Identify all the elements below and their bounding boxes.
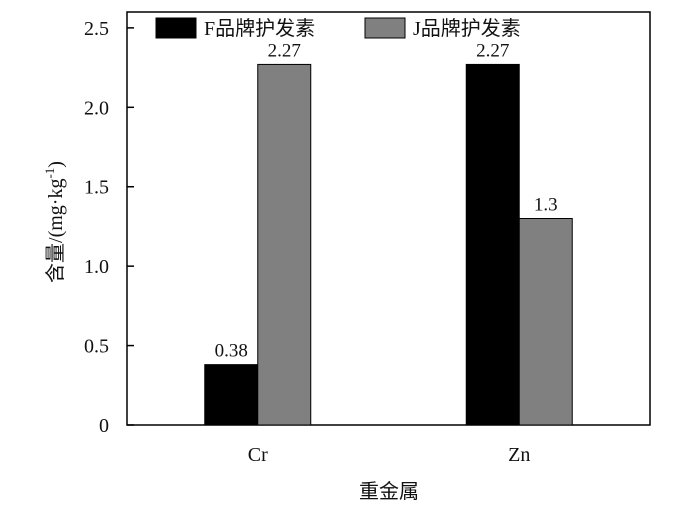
y-tick-label: 0 bbox=[99, 415, 109, 437]
legend-label: F品牌护发素 bbox=[204, 17, 315, 40]
y-tick-label: 1.0 bbox=[84, 256, 109, 278]
x-axis-title: 重金属 bbox=[359, 480, 419, 503]
bar bbox=[465, 63, 520, 426]
y-tick-label: 0.5 bbox=[84, 336, 109, 358]
x-category-label: Zn bbox=[508, 444, 530, 466]
legend-swatch bbox=[364, 17, 406, 39]
y-axis-title-suffix: ) bbox=[45, 161, 67, 168]
bar bbox=[518, 218, 573, 426]
y-axis-title: 含量/(mg·kg-1) bbox=[42, 161, 67, 283]
plot-frame bbox=[126, 11, 651, 426]
bar bbox=[204, 364, 259, 426]
x-category-label: Cr bbox=[248, 444, 268, 466]
bar-data-label: 2.27 bbox=[476, 40, 509, 61]
y-tick-label: 2.0 bbox=[84, 97, 109, 119]
y-tick-label: 2.5 bbox=[84, 18, 109, 40]
y-tick-label: 1.5 bbox=[84, 177, 109, 199]
legend-label: J品牌护发素 bbox=[413, 17, 521, 40]
legend: F品牌护发素 J品牌护发素 bbox=[155, 17, 521, 40]
legend-swatch bbox=[155, 17, 197, 39]
plot-area: 0 0.5 1.0 1.5 2.0 2.5 Cr 0.38 2.27 Zn 2.27 1.3 bbox=[84, 11, 651, 466]
y-axis-title-sup: -1 bbox=[42, 168, 57, 179]
bar-data-label: 0.38 bbox=[215, 341, 248, 362]
bar-data-label: 1.3 bbox=[534, 195, 558, 216]
y-axis-title-main: 含量/(mg·kg bbox=[44, 179, 67, 283]
bar-data-label: 2.27 bbox=[268, 40, 301, 61]
bar bbox=[257, 63, 312, 426]
